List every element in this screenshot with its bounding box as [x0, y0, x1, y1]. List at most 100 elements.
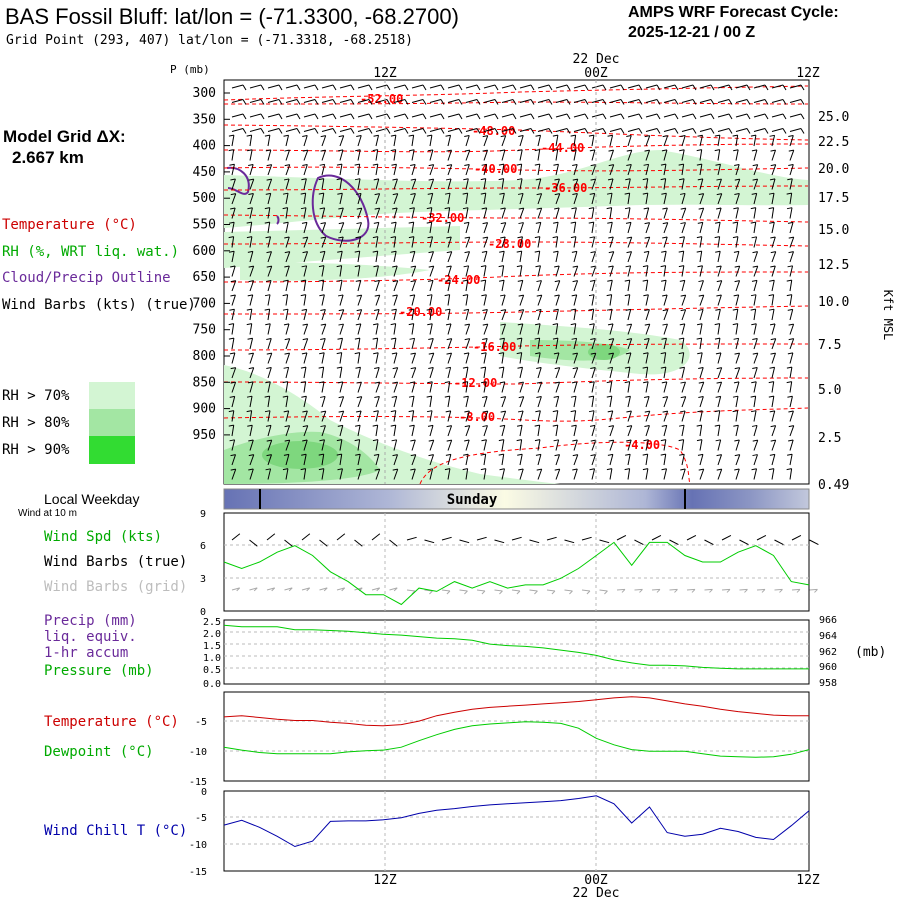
wind-barb-shaft	[789, 381, 793, 393]
wind-barb-shaft	[717, 323, 721, 335]
wind-barb-shaft	[411, 367, 417, 379]
wind-barb	[501, 99, 517, 105]
wind-barb	[662, 309, 669, 321]
wind-barb-flag	[607, 410, 613, 413]
wind-barb-flag	[606, 381, 612, 384]
wind-barb-shaft	[663, 178, 667, 190]
wind-barb-shaft	[447, 309, 451, 321]
wind-barb-flag	[499, 192, 505, 195]
wind-barb-flag	[230, 367, 236, 370]
surface-barb-grid-flag	[639, 589, 643, 593]
wind-barb-shaft	[357, 193, 362, 205]
wind-barb	[373, 352, 379, 364]
wind-barb-shaft	[735, 294, 740, 306]
wind-barb-flag	[314, 113, 319, 120]
wind-barb-flag	[428, 367, 434, 369]
wind-barb-flag	[714, 149, 720, 152]
wind-barb	[771, 128, 787, 134]
wind-barb-flag	[356, 294, 362, 297]
wind-barb	[500, 410, 507, 422]
surface-barb-grid-flag	[709, 589, 713, 593]
wind-barb	[644, 309, 650, 321]
wind-barb-flag	[391, 352, 397, 355]
surface-wind-barbs-grid	[231, 587, 818, 595]
wind-barb-flag	[715, 439, 721, 442]
surface-barb-true	[494, 539, 505, 544]
wind-barb	[249, 84, 265, 91]
wind-barb	[518, 222, 524, 234]
wind-barb	[535, 178, 542, 190]
wind-barb	[662, 207, 668, 219]
wind-barb-shaft	[627, 439, 632, 451]
wind-barb-flag	[679, 410, 686, 413]
wind-barb	[410, 163, 416, 176]
wind-barb	[464, 338, 471, 350]
wind-barb-flag	[314, 84, 319, 91]
wind-barb-flag	[440, 113, 445, 120]
wind-barb	[660, 352, 667, 364]
wind-barb	[302, 410, 308, 422]
wind-barb-flag	[446, 425, 452, 428]
wind-barb	[374, 280, 380, 292]
wind-barb	[283, 221, 289, 234]
wind-barb	[642, 453, 649, 466]
wind-barb	[356, 294, 363, 306]
wind-barb	[644, 149, 651, 161]
wind-barb-flag	[480, 453, 486, 456]
wind-barb-flag	[482, 236, 488, 239]
pressure-tick-350: 350	[193, 112, 216, 127]
wind-barb	[300, 366, 307, 379]
wind-barb-flag	[354, 178, 361, 181]
wind-barb	[374, 396, 380, 408]
surface-barb-grid-flag	[516, 590, 521, 595]
wind-barb-flag	[500, 207, 506, 210]
wind-barb-shaft	[591, 294, 595, 306]
wind-barb-shaft	[645, 128, 658, 132]
wind-barb	[751, 149, 758, 161]
wind-barb-shaft	[447, 113, 460, 118]
wind-barb	[660, 178, 667, 190]
wind-barb	[266, 352, 273, 364]
surface-barb-grid-flag	[604, 590, 608, 595]
wind-barb-shaft	[375, 439, 379, 451]
wind-barb-flag	[518, 309, 524, 312]
wind-barb-shaft	[339, 207, 344, 219]
wind-barb-flag	[624, 468, 630, 471]
wind-barb-shaft	[645, 338, 650, 350]
wind-barb-flag	[554, 468, 560, 471]
wind-barb-shaft	[717, 280, 723, 292]
contour-label-40: -40.00	[474, 162, 517, 176]
wind-barb-shaft	[519, 135, 524, 147]
wind-barb-flag	[554, 381, 560, 384]
wind-barb	[373, 221, 380, 234]
wind-barb	[392, 280, 399, 292]
wind-barb	[552, 424, 559, 437]
label-1hr-accum: 1-hr accum	[44, 645, 129, 661]
wind-barb-shaft	[393, 178, 398, 190]
wind-barb-flag	[444, 192, 451, 195]
wind-barb-flag	[674, 113, 679, 120]
wind-barb	[447, 128, 463, 134]
wind-barb-shaft	[573, 309, 577, 321]
wind-barb-shaft	[411, 149, 415, 161]
wind-barb-shaft	[627, 164, 632, 176]
wind-barb	[552, 134, 559, 147]
wind-barb-flag	[444, 468, 451, 471]
wind-barb-flag	[570, 323, 576, 326]
wind-barb	[302, 236, 309, 248]
wind-barb-shaft	[321, 135, 327, 147]
wind-barb-flag	[463, 308, 469, 311]
wind-barb-flag	[446, 236, 452, 239]
wind-barb-shaft	[375, 164, 379, 176]
wind-barb-flag	[752, 265, 758, 268]
wind-barb-flag	[464, 323, 470, 326]
wind-barb-flag	[499, 337, 505, 340]
wind-barb-flag	[642, 279, 648, 282]
pressure-tick-900: 900	[193, 402, 216, 417]
surface-barb-grid	[721, 588, 731, 593]
wind-barb	[266, 367, 272, 379]
wind-barb	[715, 308, 721, 321]
wind-barb-flag	[746, 84, 751, 91]
wind-barb-flag	[409, 250, 415, 253]
wind-barb-flag	[481, 439, 487, 442]
